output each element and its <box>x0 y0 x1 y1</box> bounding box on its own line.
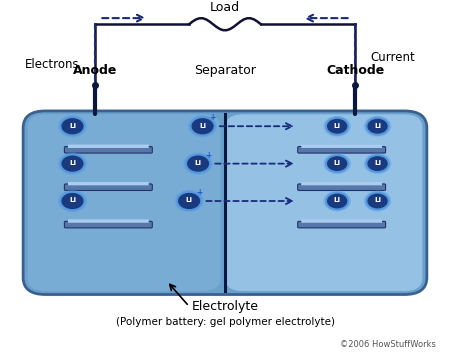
Text: Electrolyte: Electrolyte <box>192 300 258 313</box>
Text: Load: Load <box>210 1 240 14</box>
Circle shape <box>364 116 392 137</box>
FancyBboxPatch shape <box>23 111 427 294</box>
FancyBboxPatch shape <box>225 114 423 291</box>
Circle shape <box>58 152 87 175</box>
Text: Li: Li <box>374 122 381 128</box>
Circle shape <box>323 116 351 137</box>
Circle shape <box>323 191 351 211</box>
Text: Li: Li <box>199 122 206 128</box>
Text: +: + <box>210 113 216 122</box>
Text: ©2006 HowStuffWorks: ©2006 HowStuffWorks <box>340 340 436 349</box>
FancyBboxPatch shape <box>64 221 152 228</box>
Circle shape <box>326 192 348 210</box>
Text: Li: Li <box>333 160 341 166</box>
Text: Anode: Anode <box>73 64 117 77</box>
FancyBboxPatch shape <box>64 184 152 191</box>
Circle shape <box>366 155 389 172</box>
FancyBboxPatch shape <box>298 146 386 153</box>
Circle shape <box>366 192 389 210</box>
Circle shape <box>58 190 87 212</box>
FancyBboxPatch shape <box>27 114 220 291</box>
Text: Separator: Separator <box>194 64 256 77</box>
Circle shape <box>60 117 85 136</box>
FancyBboxPatch shape <box>301 182 382 185</box>
Text: +: + <box>196 188 202 197</box>
FancyBboxPatch shape <box>68 182 149 185</box>
Circle shape <box>186 155 210 173</box>
Text: Li: Li <box>194 160 202 166</box>
Circle shape <box>326 155 348 172</box>
Text: Li: Li <box>333 122 341 128</box>
FancyBboxPatch shape <box>301 219 382 223</box>
Circle shape <box>60 155 85 173</box>
Circle shape <box>177 192 201 210</box>
Circle shape <box>364 153 392 174</box>
Circle shape <box>323 153 351 174</box>
FancyBboxPatch shape <box>64 146 152 153</box>
Circle shape <box>174 190 204 212</box>
Text: Electrons: Electrons <box>25 58 79 71</box>
Text: Li: Li <box>69 197 76 203</box>
Text: +: + <box>205 151 212 160</box>
Circle shape <box>190 117 215 136</box>
FancyBboxPatch shape <box>68 145 149 148</box>
Text: Li: Li <box>185 197 193 203</box>
Text: Li: Li <box>333 197 341 203</box>
Circle shape <box>326 118 348 135</box>
Text: Current: Current <box>371 51 415 64</box>
Circle shape <box>188 115 217 137</box>
Text: Li: Li <box>69 160 76 166</box>
FancyBboxPatch shape <box>298 221 386 228</box>
Text: Li: Li <box>374 197 381 203</box>
Circle shape <box>58 115 87 137</box>
Circle shape <box>366 118 389 135</box>
Text: (Polymer battery: gel polymer electrolyte): (Polymer battery: gel polymer electrolyt… <box>116 317 334 327</box>
Text: Li: Li <box>374 160 381 166</box>
FancyBboxPatch shape <box>68 219 149 223</box>
Circle shape <box>364 191 392 211</box>
Circle shape <box>183 152 213 175</box>
FancyBboxPatch shape <box>301 145 382 148</box>
Text: Li: Li <box>69 122 76 128</box>
FancyBboxPatch shape <box>298 184 386 191</box>
Circle shape <box>60 192 85 210</box>
Text: Cathode: Cathode <box>326 64 384 77</box>
